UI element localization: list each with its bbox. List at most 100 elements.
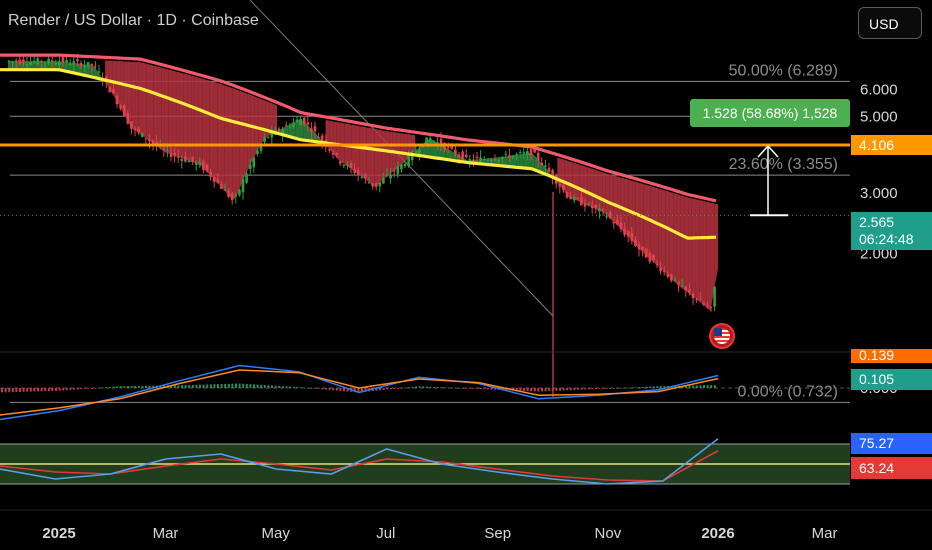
candle-body: [648, 253, 652, 262]
macd-histogram-bar: [386, 388, 389, 390]
cloud-segment: [643, 183, 647, 257]
cloud-segment: [676, 194, 681, 288]
macd-histogram-bar: [713, 385, 716, 388]
measure-label: 1.528 (58.68%) 1,528: [702, 105, 838, 121]
macd-histogram-bar: [11, 388, 14, 393]
macd-histogram-bar: [271, 385, 273, 388]
cloud-segment: [404, 133, 408, 163]
candle-body: [241, 179, 245, 193]
cloud-segment: [138, 62, 143, 136]
cloud-segment: [519, 153, 524, 169]
us-flag-icon[interactable]: [709, 323, 735, 349]
candle-body: [677, 282, 680, 285]
macd-histogram-bar: [433, 386, 435, 388]
candle-body: [461, 151, 464, 161]
macd-histogram-bar: [224, 383, 227, 388]
candle-body: [439, 138, 443, 146]
rsi-ma-line: [0, 450, 719, 482]
candle-body: [425, 137, 428, 146]
macd-histogram-bar: [303, 387, 306, 389]
candle-body: [702, 302, 706, 305]
candle-body: [256, 150, 259, 155]
candle-body: [551, 169, 554, 179]
macd-histogram-bar: [33, 388, 36, 392]
cloud-segment: [624, 178, 629, 237]
candle-body: [140, 133, 144, 137]
cloud-segment: [228, 86, 233, 200]
cloud-segment: [179, 72, 184, 159]
candle-body: [11, 61, 14, 63]
candle-body: [130, 121, 133, 129]
cloud-segment: [202, 78, 207, 171]
macd-histogram-bar: [544, 388, 547, 392]
candle-body: [634, 239, 637, 247]
candle-body: [281, 129, 284, 135]
cloud-segment: [333, 121, 337, 158]
candle-body: [317, 137, 320, 139]
candle-body: [263, 137, 266, 142]
candle-body: [97, 71, 101, 73]
candle-body: [670, 274, 673, 281]
cloud-segment: [699, 200, 704, 305]
macd-histogram-bar: [440, 387, 443, 389]
cloud-segment: [665, 190, 670, 277]
macd-histogram-bar: [469, 388, 471, 389]
candle-body: [216, 179, 220, 183]
measure-label-box[interactable]: 1.528 (58.68%) 1,528: [690, 99, 850, 127]
candle-body: [360, 176, 364, 178]
cloud-segment: [120, 61, 124, 114]
macd-histogram-bar: [548, 388, 551, 392]
macd-histogram-bar: [515, 388, 518, 391]
candle-body: [608, 212, 612, 219]
macd-histogram-bar: [699, 385, 702, 388]
macd-histogram-bar: [87, 388, 90, 389]
cloud-segment: [579, 164, 584, 204]
cloud-segment: [164, 68, 169, 154]
macd-histogram-bar: [55, 388, 57, 391]
time-tick-label: 2026: [701, 525, 734, 542]
cloud-segment: [590, 168, 595, 209]
macd-histogram-bar: [130, 386, 133, 388]
macd-histogram-bar: [83, 388, 86, 389]
macd-histogram-bar: [645, 386, 648, 388]
macd-histogram-bar: [688, 385, 691, 388]
cloud-segment: [224, 85, 229, 196]
candle-body: [500, 156, 504, 159]
candle-body: [227, 190, 230, 197]
cloud-segment: [523, 153, 528, 169]
cloud-segment: [527, 152, 532, 169]
macd-histogram-bar: [555, 388, 558, 391]
macd-histogram-bar: [443, 387, 446, 389]
cloud-segment: [142, 62, 147, 139]
macd-histogram-bar: [220, 384, 223, 388]
candle-body: [580, 196, 583, 206]
macd-histogram-bar: [631, 387, 633, 389]
candle-body: [76, 59, 79, 62]
macd-histogram-bar: [256, 384, 259, 388]
macd-histogram-bar: [116, 386, 119, 388]
candle-body: [605, 216, 608, 218]
macd-histogram-bar: [364, 388, 367, 392]
macd-histogram-bar: [447, 387, 450, 389]
cloud-segment: [602, 172, 606, 215]
currency-button[interactable]: USD: [858, 7, 922, 39]
candle-body: [572, 196, 576, 201]
candle-body: [346, 164, 349, 166]
macd-histogram-bar: [465, 388, 468, 389]
macd-histogram-bar: [436, 387, 439, 388]
candle-body: [367, 182, 371, 184]
candle-body: [450, 144, 454, 149]
candle-body: [148, 138, 151, 142]
candle-body: [569, 196, 572, 200]
cloud-segment: [135, 61, 139, 134]
macd-histogram-bar: [472, 388, 475, 389]
macd-histogram-bar: [195, 384, 198, 388]
macd-histogram-bar: [65, 388, 68, 391]
macd-histogram-bar: [321, 388, 324, 390]
cloud-segment: [359, 126, 363, 178]
candle-body: [187, 160, 191, 163]
cloud-segment: [221, 83, 225, 191]
candle-body: [623, 228, 626, 235]
